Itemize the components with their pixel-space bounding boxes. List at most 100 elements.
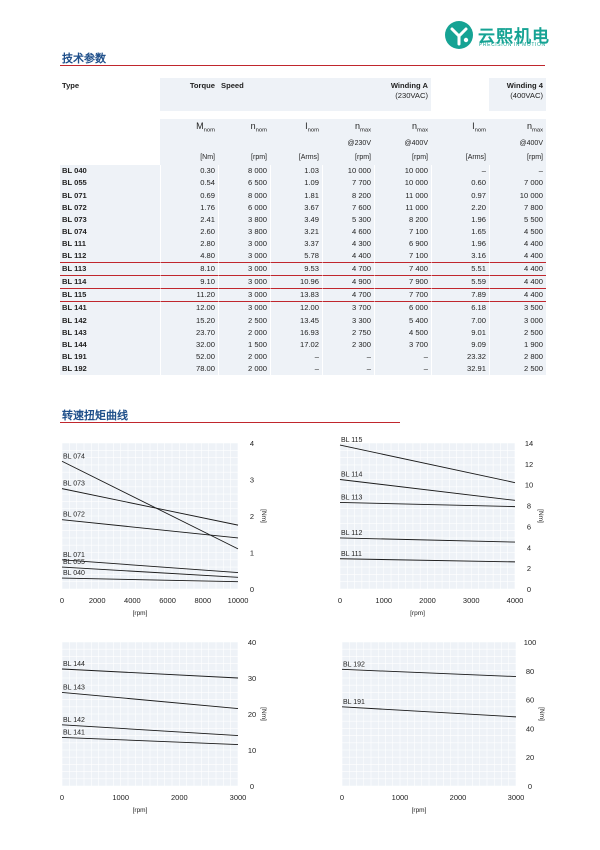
table-cell: 3 800 xyxy=(218,225,270,238)
x-tick-label: 0 xyxy=(60,793,64,802)
table-cell: 13.45 xyxy=(270,314,322,327)
table-cell: 10.96 xyxy=(270,276,322,290)
series-label: BL 112 xyxy=(341,530,363,537)
table-cell: 3 000 xyxy=(218,276,270,290)
table-cell: 7 900 xyxy=(374,276,431,290)
table-cell: 3.21 xyxy=(270,225,322,238)
col-torque-header: Torque xyxy=(160,78,218,111)
table-cell: 7 600 xyxy=(322,201,374,214)
table-cell: – xyxy=(431,165,489,178)
series-line xyxy=(61,519,239,539)
y-tick-label: 40 xyxy=(526,724,534,733)
table-cell: 1.76 xyxy=(160,201,218,214)
x-tick-label: 6000 xyxy=(159,596,176,605)
table-cell: 2 500 xyxy=(218,314,270,327)
table-cell: 2 800 xyxy=(489,350,546,363)
y-tick-label: 12 xyxy=(525,460,533,469)
col-inom4-subheader: Inom [Arms] xyxy=(431,119,489,166)
table-cell: 2 300 xyxy=(322,338,374,351)
y-tick-label: 3 xyxy=(250,476,254,485)
table-cell: 5.51 xyxy=(431,263,489,277)
series-line xyxy=(339,444,516,484)
table-row: BL 112 4.80 3 000 5.78 4 400 7 100 3.16 4 400 xyxy=(60,250,546,264)
x-tick-label: 0 xyxy=(340,793,344,802)
col-speed-header: Speed xyxy=(218,78,270,111)
table-cell: 3 800 xyxy=(218,213,270,226)
series-label: BL 115 xyxy=(341,437,363,444)
table-row: BL 055 0.54 6 500 1.09 7 700 10 000 0.60 7 000 xyxy=(60,177,546,190)
y-tick-label: 14 xyxy=(525,439,533,448)
series-label: BL 114 xyxy=(341,472,363,479)
section-title-tech-params: 技术参数 xyxy=(62,53,106,65)
table-cell: 6 900 xyxy=(374,237,431,251)
table-cell: 3.67 xyxy=(270,201,322,214)
y-tick-label: 30 xyxy=(248,674,256,683)
table-cell: 3 500 xyxy=(489,302,546,315)
y-tick-label: 20 xyxy=(526,753,534,762)
table-cell: 11.20 xyxy=(160,289,218,303)
table-cell: 2 000 xyxy=(218,326,270,339)
table-cell: 3 000 xyxy=(218,250,270,264)
x-tick-label: 3000 xyxy=(508,793,525,802)
x-tick-label: 3000 xyxy=(463,596,480,605)
y-tick-label: 4 xyxy=(527,543,531,552)
table-cell: 0.97 xyxy=(431,189,489,202)
x-tick-label: 0 xyxy=(338,596,342,605)
series-line xyxy=(61,559,239,574)
table-cell: 10 000 xyxy=(489,189,546,202)
table-cell: – xyxy=(374,362,431,375)
table-cell: 15.20 xyxy=(160,314,218,327)
table-row: BL 040 0.30 8 000 1.03 10 000 10 000– – xyxy=(60,165,546,178)
series-line xyxy=(341,706,517,718)
table-cell: 4 700 xyxy=(322,289,374,303)
y-tick-label: 2 xyxy=(250,512,254,521)
series-label: BL 071 xyxy=(63,552,85,559)
table-cell: 3.49 xyxy=(270,213,322,226)
table-cell: 1 900 xyxy=(489,338,546,351)
motor-type-cell: BL 143 xyxy=(60,326,160,339)
series-label: BL 142 xyxy=(63,717,85,724)
x-tick-label: 2000 xyxy=(419,596,436,605)
series-line xyxy=(61,736,239,746)
x-tick-label: 1000 xyxy=(392,793,409,802)
table-cell: 1.09 xyxy=(270,177,322,190)
table-row: BL 071 0.69 8 000 1.81 8 200 11 000 0.97 10 000 xyxy=(60,189,546,202)
x-tick-label: 2000 xyxy=(171,793,188,802)
y-tick-label: 8 xyxy=(527,502,531,511)
table-cell: 2 750 xyxy=(322,326,374,339)
table-cell: 11 000 xyxy=(374,201,431,214)
col-inom-subheader: Inom [Arms] xyxy=(270,119,322,166)
x-tick-label: 0 xyxy=(60,596,64,605)
series-line xyxy=(61,577,239,583)
logo-icon xyxy=(445,21,473,49)
col-type-header: Type xyxy=(60,78,160,111)
table-cell: 32.00 xyxy=(160,338,218,351)
table-cell: 1.81 xyxy=(270,189,322,202)
table-cell: 78.00 xyxy=(160,362,218,375)
table-cell: 1.96 xyxy=(431,213,489,226)
x-axis-label: [rpm] xyxy=(410,610,425,617)
table-cell: 5 400 xyxy=(374,314,431,327)
y-tick-label: 60 xyxy=(526,696,534,705)
table-cell: 1.96 xyxy=(431,237,489,251)
section-rule xyxy=(60,422,400,423)
table-header-row: Type Torque Speed Winding A (230VAC) Wind… xyxy=(60,78,546,111)
table-cell: – xyxy=(489,165,546,178)
table-cell: 2.60 xyxy=(160,225,218,238)
table-cell: 2.41 xyxy=(160,213,218,226)
x-axis-label: [rpm] xyxy=(412,807,427,814)
series-label: BL 072 xyxy=(63,512,85,519)
y-tick-label: 40 xyxy=(248,638,256,647)
table-cell: 4 400 xyxy=(489,276,546,290)
y-axis-label: [Nm] xyxy=(537,509,544,523)
y-tick-label: 10 xyxy=(525,481,533,490)
series-label: BL 073 xyxy=(63,481,85,488)
y-axis-label: [Nm] xyxy=(538,707,545,721)
table-cell: 7.89 xyxy=(431,289,489,303)
series-label: BL 111 xyxy=(341,551,362,558)
table-body: BL 040 0.30 8 000 1.03 10 000 10 000– – BL 055 0… xyxy=(60,165,546,375)
motor-type-cell: BL 144 xyxy=(60,338,160,351)
table-cell: 3 000 xyxy=(218,289,270,303)
table-cell: – xyxy=(322,350,374,363)
